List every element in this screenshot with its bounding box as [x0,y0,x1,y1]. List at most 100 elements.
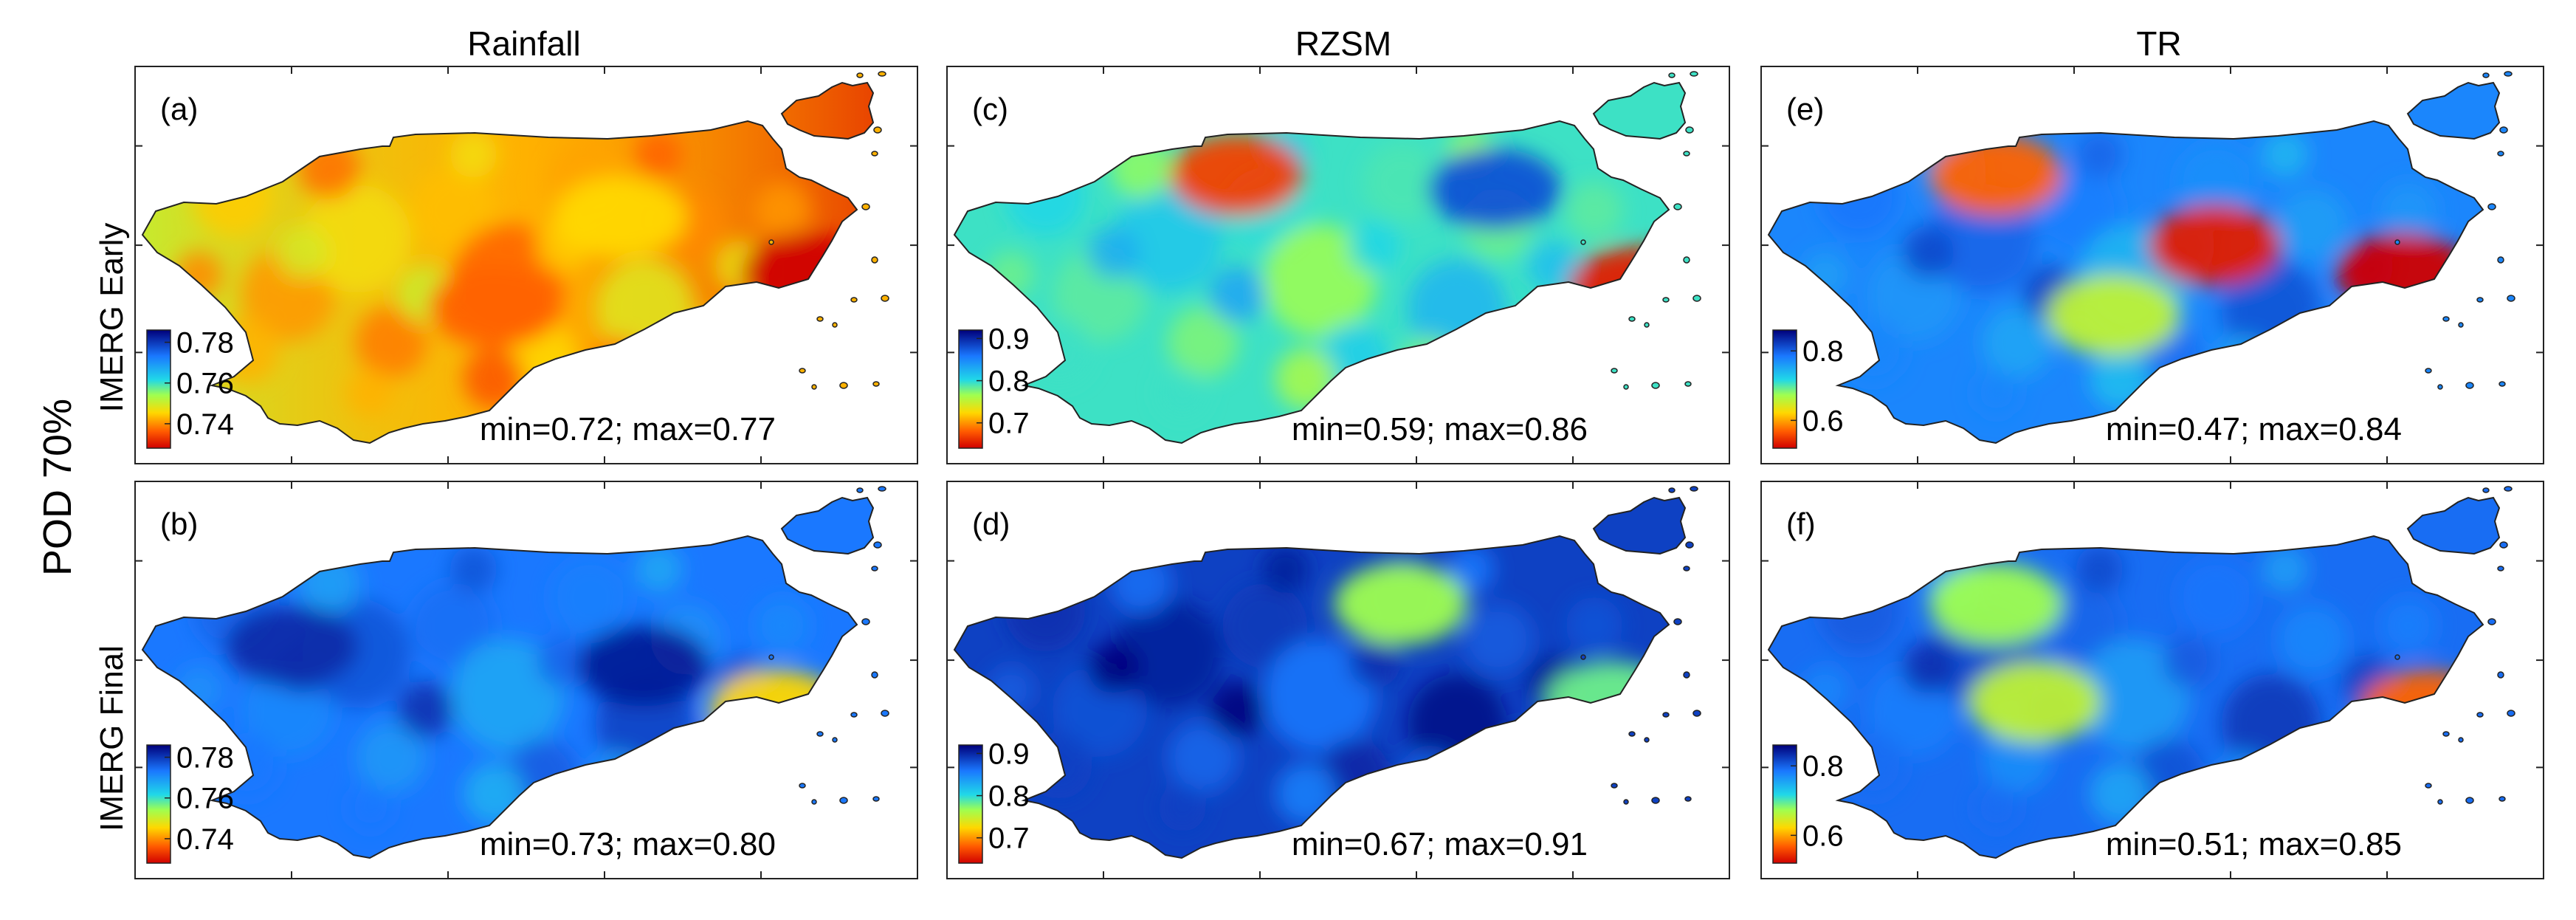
column-title-rainfall: Rainfall [467,24,580,63]
heatmap-cell [1167,306,1239,378]
heatmap-hotspot [577,625,710,707]
island-outline [780,496,875,555]
islet [1668,487,1676,493]
colorbar: 0.78 0.76 0.74 [146,742,234,864]
heatmap-cell [450,546,497,593]
stats-label: min=0.47; max=0.84 [2106,411,2402,447]
islet [2476,297,2484,303]
heatmap-cell [1901,226,1955,279]
heatmap-cell [635,131,683,178]
colorbar-scale [958,744,983,864]
coastline [953,120,1670,444]
heatmap-cell [2076,131,2124,178]
islet [839,797,848,804]
heatmap-cell [2076,546,2124,593]
colorbar-tick-label: 0.6 [1802,405,1844,437]
heatmap-cell [1087,226,1140,279]
colorbar-tick-label: 0.78 [176,327,234,360]
heatmap-cell [275,226,328,279]
islet [1692,295,1701,302]
heatmap-cell [450,131,497,178]
map-panel-c: (c) min=0.59; max=0.86 0.9 0.8 0.7 [946,66,1730,464]
heatmap-cell [1362,142,1442,223]
islet [1644,322,1650,328]
heatmap-cell [1167,721,1239,793]
heatmap-cell [550,557,630,638]
coastline [141,535,858,859]
heatmap-cell [1209,266,1266,323]
islet [1685,126,1694,134]
coastline [141,120,858,444]
colorbar-tick-label: 0.74 [176,408,234,441]
heatmap-cell [1114,184,1223,293]
colorbar-scale [1772,329,1797,449]
panel-letter: (e) [1786,92,1824,126]
islet [1690,486,1698,492]
colorbar: 0.9 0.8 0.7 [958,323,1030,449]
heatmap-cell [1349,636,1401,688]
colorbar-tick-label: 0.8 [1802,335,1844,368]
panel-letter: (a) [160,92,198,126]
heatmap-hotspot [428,266,562,348]
islet [1662,297,1670,303]
map-panel-b: (b) min=0.73; max=0.80 0.78 0.76 0.74 [134,481,918,879]
island-outline [780,81,875,140]
islet [1690,71,1698,77]
heatmap-cell [537,636,589,688]
heatmap-cell [347,369,394,416]
heatmap-cell [1447,546,1495,593]
heatmap-hotspot [554,176,687,258]
heatmap-cell [1973,369,2020,416]
islet [2497,151,2504,157]
islet [1628,316,1636,322]
islet [1673,618,1682,625]
islet [1623,799,1629,805]
heatmap-cell [347,784,394,831]
heatmap-cell [2163,636,2215,688]
islet [2487,203,2496,210]
islet [871,671,878,679]
islet [1683,566,1690,571]
islet [768,239,774,245]
colorbar-tick-label: 0.6 [1802,820,1844,852]
islet [832,322,838,328]
column-title-rzsm: RZSM [1295,24,1391,63]
heatmap-hotspot [1929,134,2062,216]
islet [1668,72,1676,78]
islet [1623,384,1629,390]
islet [2442,316,2450,322]
heatmap-cell [1159,369,1206,416]
colorbar-tick-label: 0.8 [988,780,1030,813]
islet [1685,541,1694,549]
heatmap-hotspot [225,605,358,687]
islet [1683,256,1690,264]
islet [832,737,838,743]
islet [1644,737,1650,743]
heatmap-hotspot [2047,275,2180,356]
islet [2482,487,2490,493]
coastline [953,535,1670,859]
islet [799,368,806,374]
heatmap-cell [1263,224,1377,337]
islet [2458,737,2464,743]
islet [873,541,882,549]
islet [768,654,774,660]
heatmap-cell [1087,641,1140,694]
heatmap-cell [410,168,496,253]
coastline [1767,535,2484,859]
colorbar-tick-label: 0.78 [176,742,234,775]
panel-letter: (f) [1786,507,1816,541]
stats-label: min=0.72; max=0.77 [480,411,776,447]
panel-letter: (d) [972,507,1010,541]
heatmap-cell [302,184,411,293]
stats-label: min=0.51; max=0.85 [2106,826,2402,862]
map-panel-d: (d) min=0.67; max=0.91 0.9 0.8 0.7 [946,481,1730,879]
islet [871,151,878,157]
islet [1580,654,1586,660]
row-label-imerg-final: IMERG Final [94,645,130,831]
colorbar-tick-label: 0.76 [176,783,234,815]
islet [1611,783,1618,789]
heatmap-cell [2380,182,2437,239]
islet [2394,239,2400,245]
